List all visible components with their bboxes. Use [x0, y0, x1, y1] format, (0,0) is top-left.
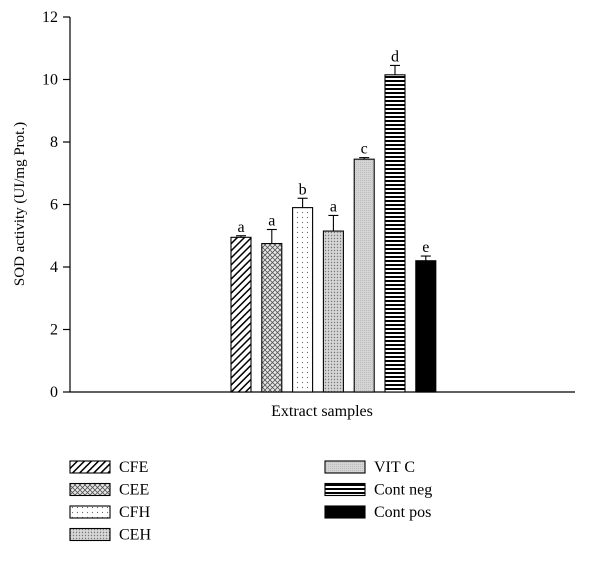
bar-cont-neg	[384, 74, 406, 393]
y-tick-label: 8	[50, 134, 58, 151]
legend-swatch	[69, 460, 111, 474]
y-tick-label: 12	[42, 9, 58, 26]
bar-ceh	[322, 230, 344, 393]
y-axis-ticks: 0 2 4 6 8 10 12	[42, 9, 70, 401]
legend-swatch	[69, 505, 111, 519]
significance-letter: e	[422, 239, 429, 256]
bar-cfe	[230, 236, 252, 393]
legend-swatch	[324, 482, 366, 497]
bars-group: a a b a c d e	[230, 48, 437, 393]
significance-letter: a	[268, 213, 275, 230]
legend-label: VIT C	[374, 459, 415, 476]
legend-label: Cont pos	[374, 504, 431, 521]
significance-letter: a	[330, 198, 337, 215]
y-tick-label: 10	[42, 72, 58, 89]
x-axis-label: Extract samples	[271, 403, 373, 420]
significance-letter: c	[361, 141, 368, 158]
y-tick-label: 0	[50, 384, 58, 401]
y-axis-label: SOD activity (UI/mg Prot.)	[12, 122, 28, 286]
significance-letter: a	[237, 219, 244, 236]
significance-letter: d	[391, 48, 399, 65]
bar-vit-c	[353, 158, 375, 393]
legend-swatch	[324, 460, 366, 474]
legend-label: CEE	[119, 482, 149, 499]
legend-label: CFE	[119, 459, 148, 476]
legend-label: Cont neg	[374, 482, 432, 499]
legend-label: CEH	[119, 527, 151, 544]
legend-swatch	[69, 527, 111, 542]
y-tick-label: 4	[50, 259, 58, 276]
bar-cont-pos	[415, 260, 437, 393]
legend-label: CFH	[119, 504, 151, 521]
bar-cfh	[292, 207, 314, 393]
legend: CFE CEE CFH CEH VIT C Cont neg Cont pos	[69, 459, 432, 544]
legend-swatch	[69, 482, 111, 497]
bar-cee	[261, 243, 283, 393]
legend-swatch	[324, 505, 366, 519]
y-tick-label: 6	[50, 197, 58, 214]
y-tick-label: 2	[50, 322, 58, 339]
significance-letter: b	[299, 181, 307, 198]
